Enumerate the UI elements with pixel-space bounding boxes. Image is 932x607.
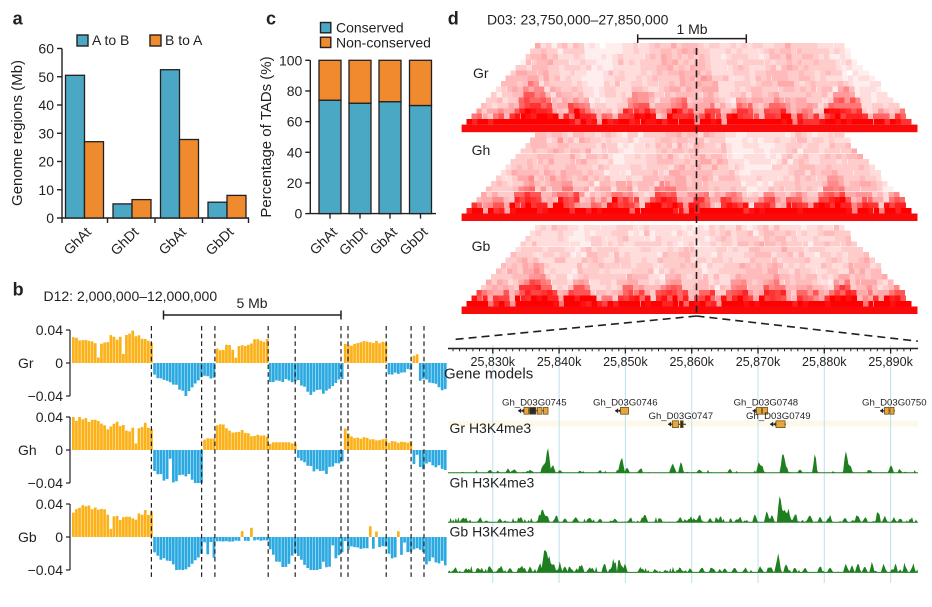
svg-text:40: 40 (287, 144, 303, 160)
svg-text:80: 80 (287, 83, 303, 99)
svg-text:0: 0 (55, 442, 63, 458)
svg-text:−0.04: −0.04 (28, 388, 64, 404)
svg-text:B to A: B to A (165, 32, 203, 48)
svg-text:25,850k: 25,850k (603, 355, 648, 369)
svg-text:Gr: Gr (18, 355, 34, 371)
svg-text:Gh_D03G0745: Gh_D03G0745 (502, 398, 567, 409)
svg-text:60: 60 (38, 41, 54, 57)
svg-text:−0.04: −0.04 (28, 475, 64, 491)
svg-text:0: 0 (55, 355, 63, 371)
svg-text:25,890k: 25,890k (868, 355, 913, 369)
svg-text:0.04: 0.04 (36, 409, 63, 425)
svg-text:D03: 23,750,000–27,850,000: D03: 23,750,000–27,850,000 (487, 12, 669, 28)
svg-text:Gb: Gb (18, 529, 37, 545)
svg-text:25,870k: 25,870k (736, 355, 781, 369)
svg-text:20: 20 (287, 175, 303, 191)
svg-text:Gh_D03G0750: Gh_D03G0750 (862, 398, 927, 409)
svg-text:25,880k: 25,880k (802, 355, 847, 369)
svg-text:d: d (448, 9, 459, 29)
svg-text:−0.04: −0.04 (28, 562, 64, 578)
svg-text:Gh H3K4me3: Gh H3K4me3 (450, 475, 535, 491)
svg-text:5 Mb: 5 Mb (236, 295, 267, 311)
svg-text:Gb H3K4me3: Gb H3K4me3 (450, 524, 535, 540)
svg-text:A to B: A to B (92, 32, 129, 48)
svg-text:Gh: Gh (18, 442, 37, 458)
svg-text:25,840k: 25,840k (537, 355, 582, 369)
svg-text:Percentage of TADs (%): Percentage of TADs (%) (258, 56, 275, 217)
svg-text:D12: 2,000,000–12,000,000: D12: 2,000,000–12,000,000 (44, 288, 218, 304)
svg-text:Gr H3K4me3: Gr H3K4me3 (450, 420, 532, 436)
svg-text:50: 50 (38, 69, 54, 85)
svg-text:Gh: Gh (472, 142, 491, 158)
svg-text:Non-conserved: Non-conserved (336, 34, 431, 50)
svg-text:b: b (13, 279, 24, 299)
svg-text:Gh_D03G0748: Gh_D03G0748 (734, 398, 799, 409)
svg-text:Gr: Gr (473, 65, 489, 81)
svg-text:1 Mb: 1 Mb (676, 21, 707, 37)
svg-text:100: 100 (279, 52, 303, 68)
svg-text:25,860k: 25,860k (669, 355, 714, 369)
svg-text:Gh_D03G0746: Gh_D03G0746 (593, 398, 658, 409)
svg-text:60: 60 (287, 114, 303, 130)
svg-text:Gh_D03G0749: Gh_D03G0749 (746, 411, 811, 422)
svg-text:0.04: 0.04 (36, 496, 63, 512)
svg-text:c: c (266, 9, 276, 29)
svg-text:a: a (13, 9, 24, 29)
svg-text:Genome regions (Mb): Genome regions (Mb) (9, 60, 26, 206)
svg-text:0: 0 (55, 529, 63, 545)
svg-text:25,830k: 25,830k (471, 355, 516, 369)
svg-text:10: 10 (38, 182, 54, 198)
svg-text:Gene models: Gene models (444, 366, 533, 383)
svg-text:0.04: 0.04 (36, 322, 63, 338)
svg-text:Gh_D03G0747: Gh_D03G0747 (649, 411, 714, 422)
svg-text:40: 40 (38, 97, 54, 113)
svg-text:30: 30 (38, 125, 54, 141)
svg-text:0: 0 (46, 210, 54, 226)
svg-text:0: 0 (295, 206, 303, 222)
svg-text:Gb: Gb (472, 238, 491, 254)
svg-text:20: 20 (38, 154, 54, 170)
svg-text:Conserved: Conserved (336, 20, 404, 36)
